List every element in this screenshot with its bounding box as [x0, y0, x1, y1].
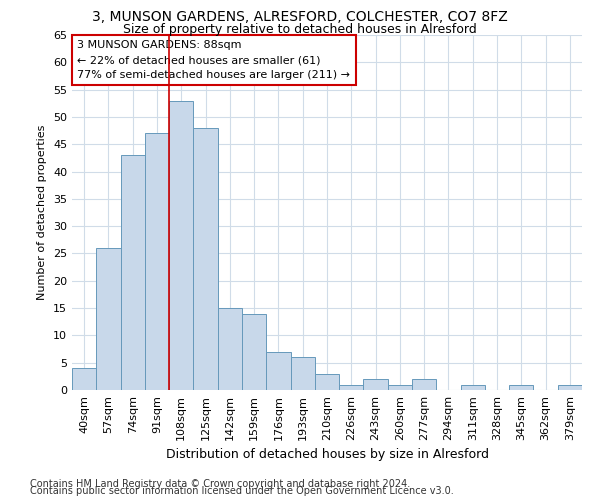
Text: 3 MUNSON GARDENS: 88sqm
← 22% of detached houses are smaller (61)
77% of semi-de: 3 MUNSON GARDENS: 88sqm ← 22% of detache… — [77, 40, 350, 80]
Bar — [339, 384, 364, 390]
X-axis label: Distribution of detached houses by size in Alresford: Distribution of detached houses by size … — [166, 448, 488, 462]
Bar — [461, 384, 485, 390]
Bar — [509, 384, 533, 390]
Text: 3, MUNSON GARDENS, ALRESFORD, COLCHESTER, CO7 8FZ: 3, MUNSON GARDENS, ALRESFORD, COLCHESTER… — [92, 10, 508, 24]
Text: Contains HM Land Registry data © Crown copyright and database right 2024.: Contains HM Land Registry data © Crown c… — [30, 479, 410, 489]
Bar — [290, 357, 315, 390]
Y-axis label: Number of detached properties: Number of detached properties — [37, 125, 47, 300]
Bar — [121, 155, 145, 390]
Bar — [242, 314, 266, 390]
Bar — [266, 352, 290, 390]
Text: Contains public sector information licensed under the Open Government Licence v3: Contains public sector information licen… — [30, 486, 454, 496]
Bar — [193, 128, 218, 390]
Bar — [218, 308, 242, 390]
Bar — [364, 379, 388, 390]
Bar — [558, 384, 582, 390]
Bar — [388, 384, 412, 390]
Bar — [72, 368, 96, 390]
Bar — [145, 134, 169, 390]
Text: Size of property relative to detached houses in Alresford: Size of property relative to detached ho… — [123, 22, 477, 36]
Bar — [412, 379, 436, 390]
Bar — [96, 248, 121, 390]
Bar — [315, 374, 339, 390]
Bar — [169, 100, 193, 390]
